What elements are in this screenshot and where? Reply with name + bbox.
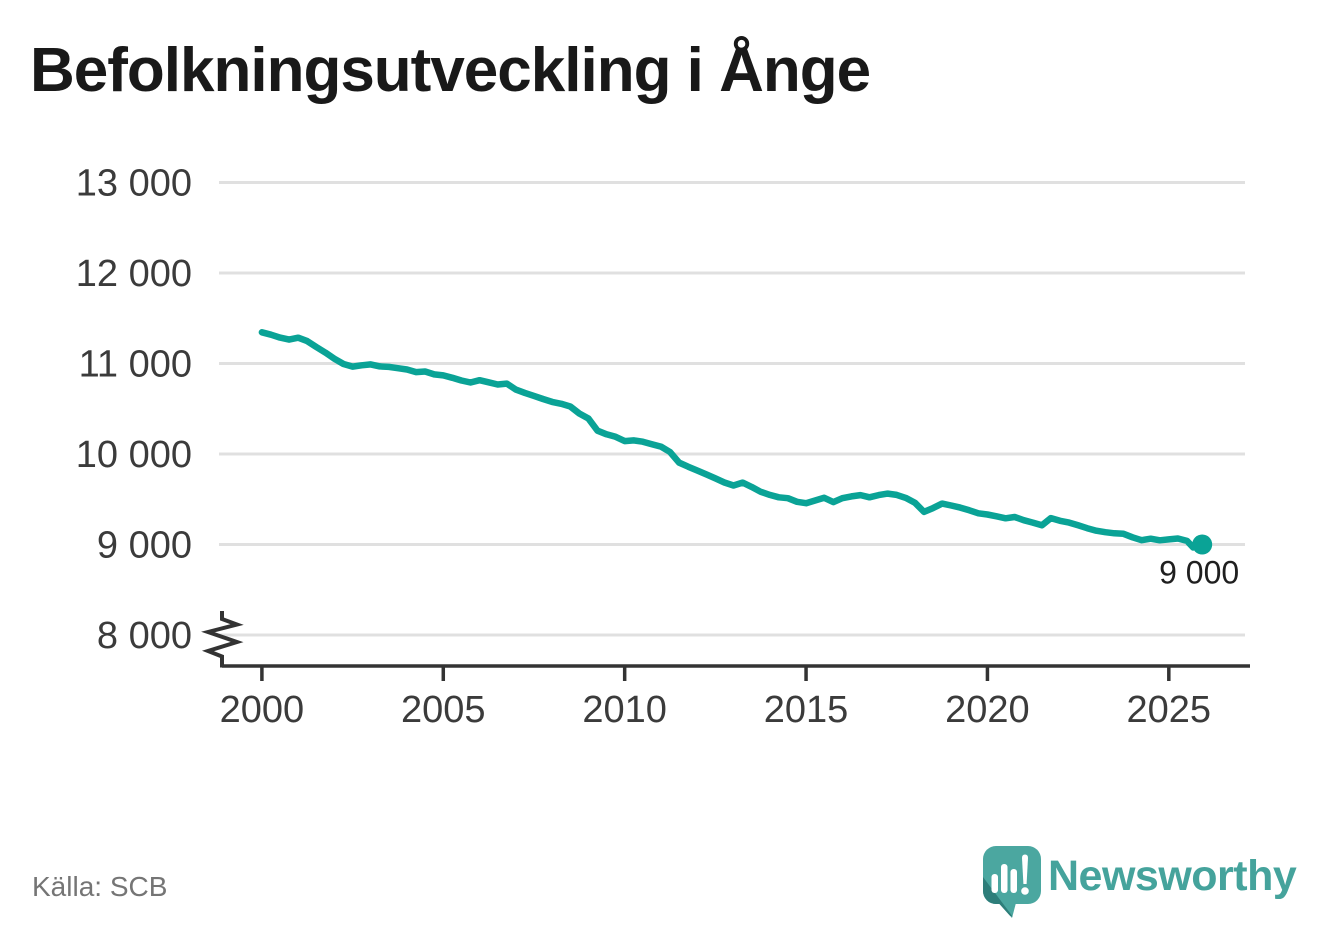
y-tick-label: 9 000: [97, 525, 192, 567]
y-tick-label: 10 000: [76, 434, 192, 476]
end-value-label: 9 000: [1159, 555, 1239, 591]
x-tick-label: 2020: [945, 689, 1030, 731]
axis-break-icon: [201, 611, 244, 668]
newsworthy-logo-icon: [983, 846, 1041, 918]
y-tick-label: 13 000: [76, 163, 192, 205]
page-title: Befolkningsutveckling i Ånge: [30, 36, 871, 105]
x-tick-label: 2025: [1127, 689, 1212, 731]
x-tick-label: 2000: [220, 689, 305, 731]
x-tick-label: 2010: [582, 689, 667, 731]
exclamation-glyph: [1021, 854, 1029, 895]
x-tick-label: 2015: [764, 689, 849, 731]
y-tick-label: 8 000: [97, 615, 192, 657]
data-line: [258, 329, 1206, 551]
newsworthy-branding: Newsworthy: [980, 845, 1310, 925]
bar-chart-glyph: [991, 864, 1017, 893]
y-tick-label: 11 000: [79, 344, 192, 386]
brand-name: Newsworthy: [1048, 852, 1297, 900]
y-tick-label: 12 000: [76, 253, 192, 295]
end-point-dot: [1192, 534, 1213, 555]
x-tick-label: 2005: [401, 689, 486, 731]
source-label: Källa: SCB: [32, 871, 168, 902]
